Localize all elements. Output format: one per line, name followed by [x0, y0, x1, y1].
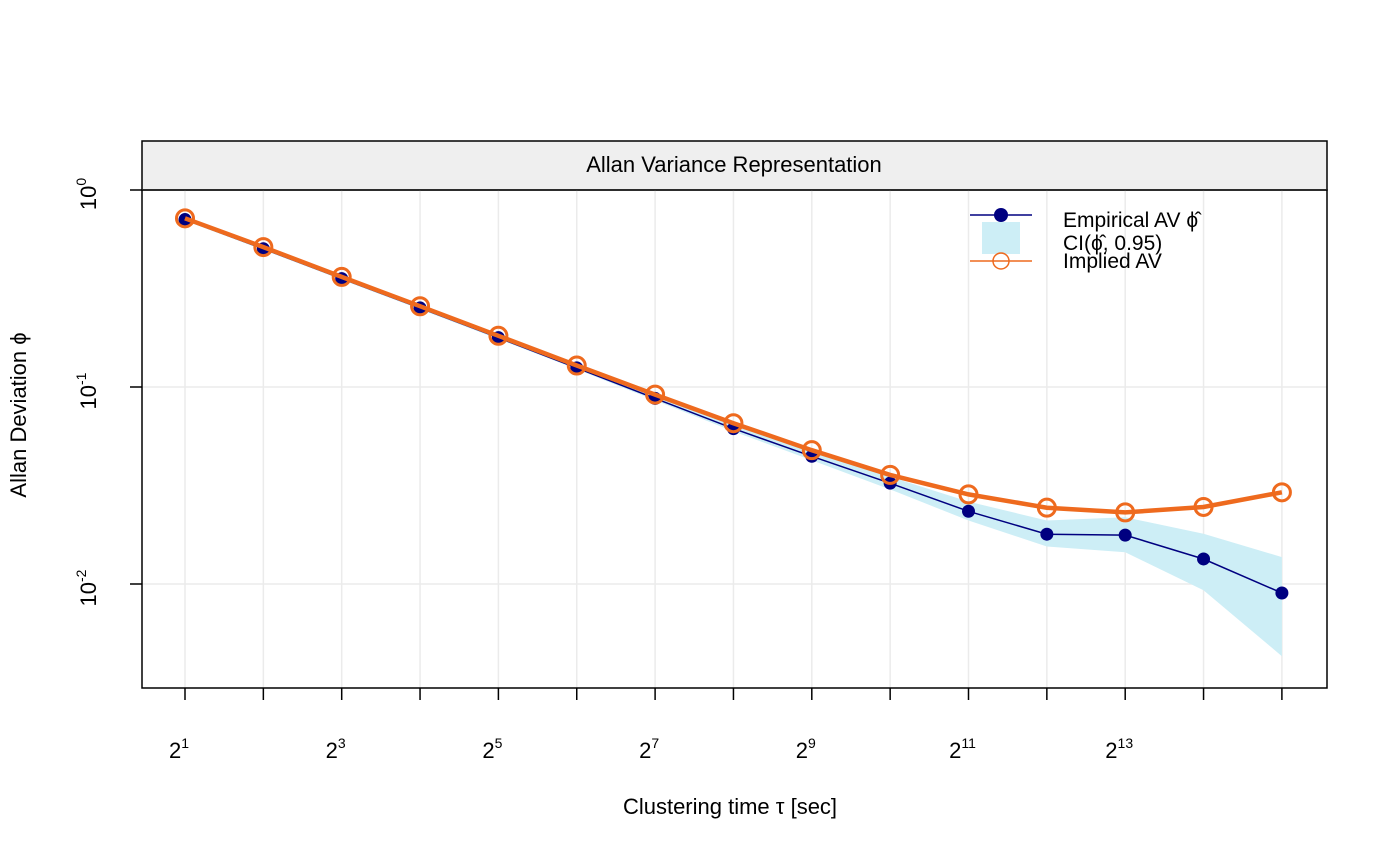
legend-empirical-marker — [994, 208, 1008, 222]
y-tick-label: 10-2 — [73, 569, 101, 606]
legend-ci-swatch — [982, 222, 1020, 254]
x-tick-label: 23 — [326, 735, 346, 763]
axes: 21 23 25 27 29 211 213 100 10-1 10-2 — [73, 178, 1283, 763]
implied-av-point — [958, 484, 979, 505]
x-tick-label: 211 — [949, 735, 976, 763]
implied-av-point — [1036, 497, 1057, 518]
implied-av-point — [331, 266, 352, 287]
implied-av-point — [488, 325, 509, 346]
empirical-av-point — [1040, 527, 1054, 541]
legend: Empirical AV ϕ̂ CI(ϕ̂, 0.95) Implied AV — [970, 208, 1202, 273]
empirical-av-point — [1118, 528, 1132, 542]
x-tick-label: 25 — [482, 735, 502, 763]
implied-av-point — [566, 355, 587, 376]
implied-av-point — [1115, 502, 1136, 523]
legend-empirical-label: Empirical AV ϕ̂ — [1063, 209, 1202, 232]
implied-av-point — [1271, 482, 1292, 503]
strip-header — [141, 140, 1328, 191]
legend-implied-marker — [992, 252, 1010, 270]
x-axis-title: Clustering time τ [sec] — [623, 794, 837, 819]
x-tick-label: 21 — [169, 735, 189, 763]
empirical-av-point — [1197, 552, 1211, 566]
x-tick-label: 213 — [1105, 735, 1133, 763]
implied-av-point — [880, 464, 901, 485]
implied-av-point — [1193, 496, 1214, 517]
series-layer — [175, 208, 1292, 600]
implied-av-point — [645, 384, 666, 405]
implied-av-line — [184, 216, 1283, 515]
plot-frame — [141, 189, 1328, 689]
empirical-av-point — [962, 504, 975, 518]
y-axis-title: Allan Deviation ϕ — [6, 332, 31, 497]
implied-av-point — [801, 440, 822, 461]
legend-implied-label: Implied AV — [1063, 250, 1162, 273]
y-tick-label: 100 — [73, 178, 101, 210]
x-tick-label: 29 — [796, 735, 816, 763]
empirical-av-point — [1275, 586, 1289, 600]
chart-title: Allan Variance Representation — [586, 152, 882, 177]
implied-av-point — [723, 413, 744, 434]
y-tick-label: 10-1 — [73, 372, 101, 409]
implied-av-point — [410, 296, 431, 317]
x-tick-label: 27 — [639, 735, 659, 763]
implied-av-point — [175, 208, 195, 229]
legend-ci-label: CI(ϕ̂, 0.95) — [1063, 232, 1162, 255]
implied-av-point — [253, 237, 274, 258]
